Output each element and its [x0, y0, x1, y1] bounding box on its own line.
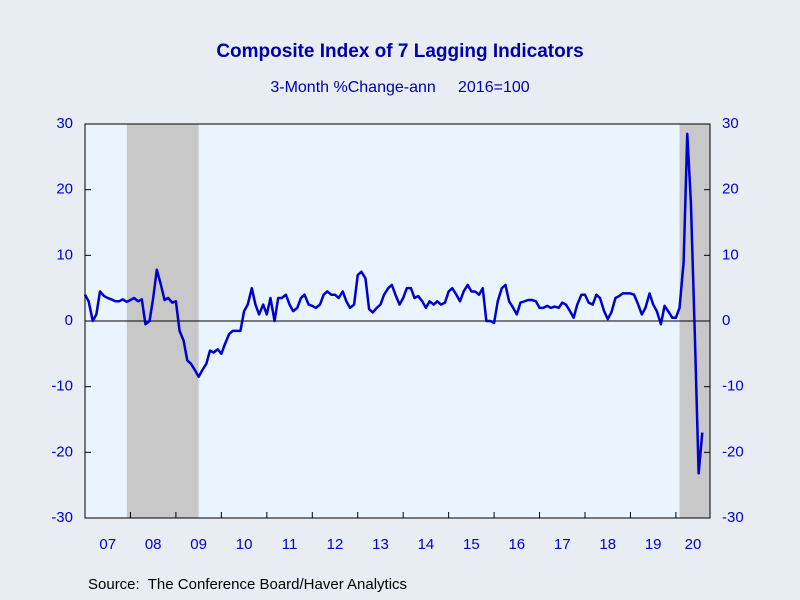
y-tick-label: 0 — [65, 312, 73, 329]
x-tick-label: 18 — [599, 536, 616, 553]
x-tick-label: 10 — [236, 536, 253, 553]
chart-subtitle: 3-Month %Change-ann 2016=100 — [270, 79, 529, 96]
x-tick-label: 13 — [372, 536, 389, 553]
x-tick-label: 09 — [190, 536, 207, 553]
y-tick-label: 30 — [56, 115, 73, 132]
x-tick-label: 20 — [685, 536, 702, 553]
y2-tick-label: 20 — [722, 181, 739, 198]
y-tick-label: -10 — [51, 378, 73, 395]
x-tick-label: 14 — [418, 536, 435, 553]
y-tick-label: 20 — [56, 181, 73, 198]
x-tick-label: 16 — [508, 536, 525, 553]
y2-tick-label: -30 — [722, 509, 744, 526]
y2-tick-label: -10 — [722, 378, 744, 395]
x-tick-label: 08 — [145, 536, 162, 553]
y-tick-label: -20 — [51, 443, 73, 460]
x-tick-label: 19 — [645, 536, 662, 553]
source-note: Source: The Conference Board/Haver Analy… — [88, 576, 407, 593]
y2-tick-label: 10 — [722, 246, 739, 263]
x-tick-label: 12 — [327, 536, 344, 553]
x-tick-label: 17 — [554, 536, 571, 553]
x-tick-label: 15 — [463, 536, 480, 553]
y2-tick-label: -20 — [722, 443, 744, 460]
y2-tick-label: 30 — [722, 115, 739, 132]
y-tick-label: 10 — [56, 246, 73, 263]
y2-tick-label: 0 — [722, 312, 730, 329]
x-tick-label: 07 — [99, 536, 116, 553]
y-tick-label: -30 — [51, 509, 73, 526]
chart-title: Composite Index of 7 Lagging Indicators — [216, 41, 583, 62]
x-tick-label: 11 — [282, 536, 298, 553]
data-line — [83, 132, 704, 475]
